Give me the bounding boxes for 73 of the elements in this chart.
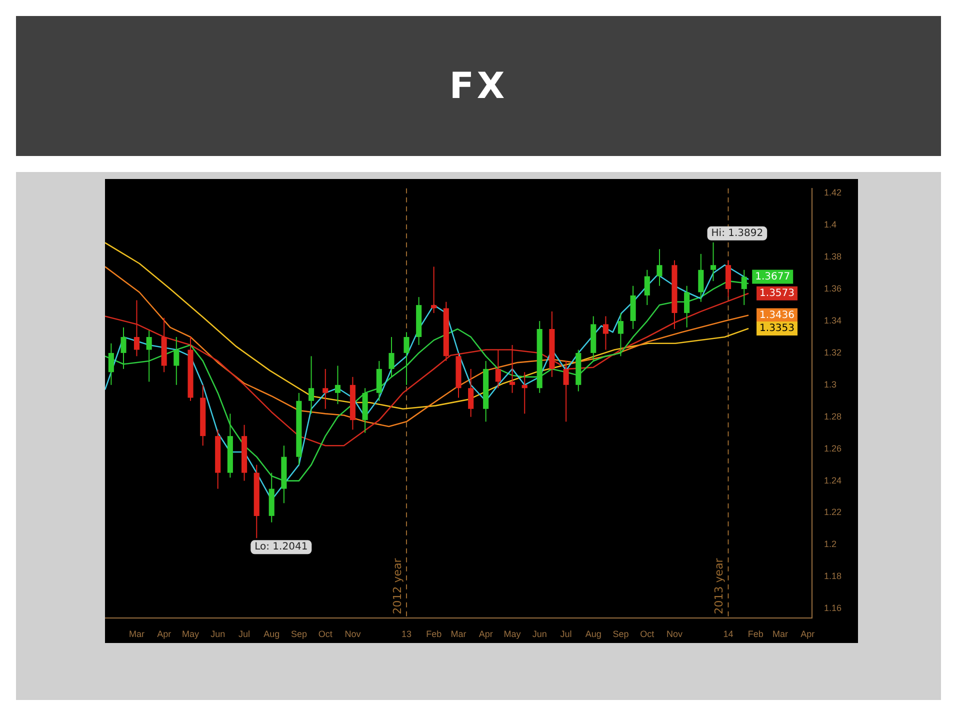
y-tick-label: 1.34 (824, 316, 842, 326)
chart-title: FX (449, 66, 508, 106)
x-tick-label: Mar (450, 629, 466, 640)
y-tick-label: 1.22 (824, 507, 842, 518)
annotation: Hi: 1.3892 (711, 228, 764, 239)
x-tick-label: Jun (210, 629, 226, 640)
y-tick-label: 1.24 (824, 475, 842, 486)
x-tick-label: Jul (560, 629, 572, 640)
x-tick-label: 13 (401, 629, 412, 640)
y-tick-label: 1.28 (824, 411, 842, 422)
x-tick-label: May (504, 629, 522, 640)
y-tick-label: 1.32 (824, 347, 842, 358)
candlestick (134, 300, 140, 357)
ref-line-label: 2012 year (390, 558, 404, 614)
x-tick-label: Sep (612, 629, 629, 640)
x-tick-label: Aug (264, 629, 280, 640)
y-tick-label: 1.3 (824, 379, 837, 390)
candlestick (108, 342, 114, 386)
x-tick-label: Jun (532, 629, 547, 640)
data-label: 1.3436 (760, 310, 795, 321)
y-tick-label: 1.26 (824, 443, 842, 454)
candlestick (656, 248, 662, 286)
candlestick (741, 269, 747, 306)
x-tick-label: Apr (157, 629, 172, 640)
x-tick-label: Aug (585, 629, 602, 640)
candlestick (510, 344, 516, 394)
x-tick-label: Oct (318, 629, 333, 640)
data-label: 1.3573 (760, 288, 795, 299)
candlestick (308, 356, 314, 414)
y-tick-label: 1.16 (824, 603, 842, 614)
candlestick (644, 269, 650, 306)
candlestick (404, 332, 410, 386)
x-tick-label: Nov (666, 629, 683, 640)
candlestick (522, 372, 528, 414)
candlestick (322, 368, 328, 410)
candlestick (174, 336, 180, 386)
candlestick (602, 316, 608, 350)
x-tick-label: Feb (426, 629, 442, 640)
candlestick (725, 260, 732, 298)
candlestick (698, 253, 704, 302)
candlestick (563, 360, 569, 422)
data-label: 1.3353 (760, 323, 795, 334)
y-tick-label: 1.2 (824, 539, 837, 550)
candlestick (388, 336, 394, 378)
y-tick-label: 1.42 (824, 188, 842, 198)
x-tick-label: Sep (290, 629, 307, 640)
text: 1.3677 (755, 271, 790, 282)
candlestick (431, 266, 437, 314)
annotation: Lo: 1.2041 (254, 542, 308, 553)
candlestick (146, 330, 152, 382)
x-tick-label: Jul (238, 629, 250, 640)
candlestick (495, 349, 501, 389)
y-tick-label: 1.18 (824, 571, 842, 582)
y-tick-label: 1.38 (824, 252, 842, 262)
x-tick-label: Feb (748, 629, 764, 640)
x-tick-label: Mar (128, 629, 144, 640)
candlestick (120, 326, 126, 370)
candlestick (684, 285, 690, 328)
candlestick (618, 312, 624, 357)
x-tick-label: May (182, 629, 200, 640)
candlestick (334, 365, 341, 405)
x-tick-label: Oct (640, 629, 655, 640)
x-tick-label: Apr (800, 629, 815, 640)
x-tick-label: Mar (772, 629, 788, 640)
y-tick-label: 1.36 (824, 284, 842, 294)
ref-line-label: 2013 year (712, 558, 726, 614)
x-tick-label: Nov (344, 629, 362, 640)
candlestick (376, 360, 382, 402)
y-tick-label: 1.4 (824, 220, 837, 230)
candlestick (710, 242, 716, 282)
x-tick-label: Apr (478, 629, 493, 640)
x-tick-label: 14 (723, 629, 734, 640)
candlestick (468, 368, 474, 418)
